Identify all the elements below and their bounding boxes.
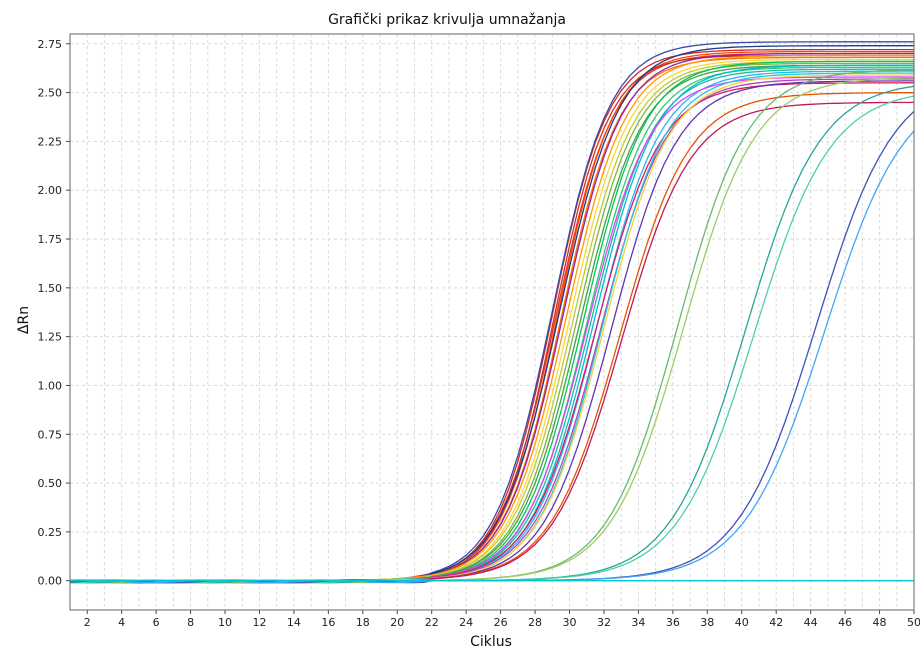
amplification-curve	[69, 92, 914, 584]
x-tick-label: 10	[218, 616, 232, 629]
amplification-curve	[69, 77, 915, 584]
amplification-curve	[69, 52, 914, 584]
x-tick-label: 8	[187, 616, 194, 629]
y-tick-label: 2.50	[38, 87, 63, 100]
y-tick-label: 1.25	[38, 331, 63, 344]
x-tick-label: 42	[769, 616, 783, 629]
amplification-curve	[69, 101, 915, 584]
x-tick-label: 48	[873, 616, 887, 629]
x-tick-label: 22	[425, 616, 439, 629]
x-tick-label: 38	[700, 616, 714, 629]
amplification-curve	[69, 76, 914, 584]
x-tick-label: 2	[84, 616, 91, 629]
x-axis-title: Ciklus	[470, 634, 512, 650]
amplification-curve	[69, 130, 915, 584]
y-tick-label: 1.50	[38, 282, 63, 295]
plot-frame	[69, 33, 915, 611]
x-tick-label: 20	[390, 616, 404, 629]
x-tick-label: 6	[153, 616, 160, 629]
grid	[69, 34, 915, 610]
y-tick-label: 0.50	[38, 477, 63, 490]
x-tick-label: 18	[356, 616, 370, 629]
amplification-curve	[69, 56, 914, 584]
amplification-curve	[69, 58, 914, 584]
x-tick-label: 44	[804, 616, 818, 629]
x-tick-label: 32	[597, 616, 611, 629]
amplification-curve	[69, 72, 914, 584]
amplification-curve	[69, 110, 915, 584]
amplification-curve	[69, 74, 915, 584]
axes: 2 4 6 8 10 12 14 16 18 20 22 24 26 28 30 32 34 36 38 40 42 44…	[38, 33, 920, 629]
x-tick-label: 26	[494, 616, 508, 629]
amplification-curve	[69, 60, 915, 584]
amplification-curve	[69, 78, 915, 584]
x-tick-label: 4	[118, 616, 125, 629]
amplification-curve	[69, 54, 914, 584]
chart-title: Grafički prikaz krivulja umnažanja	[328, 12, 566, 28]
x-tick-label: 28	[528, 616, 542, 629]
amplification-curve	[69, 64, 914, 584]
amplification-curves	[69, 41, 915, 584]
y-tick-label: 2.25	[38, 135, 63, 148]
amplification-curve	[69, 82, 914, 584]
y-tick-label: 0.00	[38, 575, 63, 588]
amplification-curve	[69, 69, 915, 584]
amplification-curve	[69, 48, 914, 584]
x-tick-label: 46	[838, 616, 852, 629]
x-tick-label: 50	[907, 616, 920, 629]
y-tick-label: 1.75	[38, 233, 63, 246]
amplification-curve	[69, 80, 914, 584]
x-tick-label: 40	[735, 616, 749, 629]
y-tick-label: 0.25	[38, 526, 63, 539]
amplification-curve	[69, 68, 914, 584]
amplification-curve	[69, 41, 914, 584]
amplification-curve	[69, 52, 914, 584]
amplification-curve	[69, 50, 914, 584]
amplification-curve	[69, 64, 914, 584]
amplification-curve	[69, 60, 914, 584]
y-tick-label: 0.75	[38, 428, 63, 441]
amplification-curve	[69, 95, 915, 584]
y-axis-title: ΔRn	[16, 306, 32, 334]
amplification-curve	[69, 54, 914, 584]
x-tick-label: 36	[666, 616, 680, 629]
amplification-curve	[69, 66, 914, 584]
amplification-curve	[69, 45, 914, 584]
y-tick-label: 2.00	[38, 184, 63, 197]
x-tick-label: 24	[459, 616, 473, 629]
x-tick-label: 14	[287, 616, 301, 629]
y-tick-label: 1.00	[38, 379, 63, 392]
amplification-curve	[69, 85, 915, 584]
amplification-curve	[69, 70, 914, 584]
x-tick-label: 12	[252, 616, 266, 629]
x-tick-label: 34	[631, 616, 645, 629]
x-tick-label: 30	[563, 616, 577, 629]
y-tick-label: 2.75	[38, 38, 63, 51]
x-tick-label: 16	[321, 616, 335, 629]
